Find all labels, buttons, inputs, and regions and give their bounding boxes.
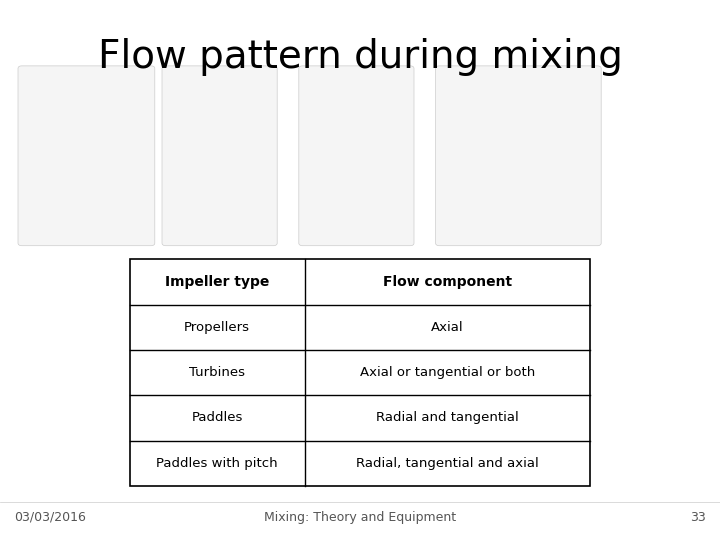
FancyBboxPatch shape (299, 66, 414, 246)
Text: Radial and tangential: Radial and tangential (376, 411, 519, 424)
Text: Axial or tangential or both: Axial or tangential or both (360, 366, 535, 379)
FancyBboxPatch shape (18, 66, 155, 246)
Text: 03/03/2016: 03/03/2016 (14, 511, 86, 524)
Text: Impeller type: Impeller type (165, 275, 269, 289)
Text: Propellers: Propellers (184, 321, 250, 334)
Text: Turbines: Turbines (189, 366, 245, 379)
Text: Paddles: Paddles (192, 411, 243, 424)
Text: Mixing: Theory and Equipment: Mixing: Theory and Equipment (264, 511, 456, 524)
FancyBboxPatch shape (436, 66, 601, 246)
Text: 33: 33 (690, 511, 706, 524)
Text: Flow pattern during mixing: Flow pattern during mixing (98, 38, 622, 76)
Text: Radial, tangential and axial: Radial, tangential and axial (356, 457, 539, 470)
FancyBboxPatch shape (162, 66, 277, 246)
Bar (130, 259, 590, 486)
Text: Axial: Axial (431, 321, 464, 334)
Text: Paddles with pitch: Paddles with pitch (156, 457, 278, 470)
Text: Flow component: Flow component (383, 275, 512, 289)
